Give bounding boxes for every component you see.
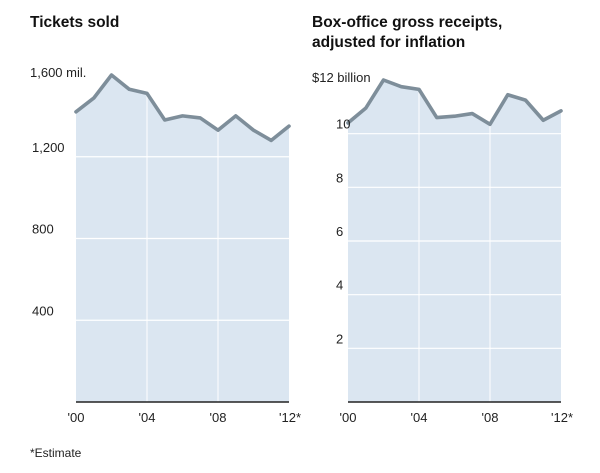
x-tick-label: '08 [482, 410, 499, 425]
x-tick-label: '04 [139, 410, 156, 425]
y-tick-label: 4 [336, 278, 343, 293]
chart-title-line: Box-office gross receipts, [312, 14, 502, 31]
y-tick-label: 800 [32, 222, 54, 237]
x-tick-label: '04 [411, 410, 428, 425]
chart-2: Box-office gross receipts, adjusted for i… [312, 14, 573, 425]
x-tick-label: '12* [279, 410, 301, 425]
x-tick-label: '12* [551, 410, 573, 425]
y-tick-label: $12 billion [312, 70, 371, 85]
y-tick-label: 1,200 [32, 140, 65, 155]
x-tick-label: '00 [340, 410, 357, 425]
chart-1: Tickets sold 400 800 1,200 1,600 mil. '00 '04 '… [30, 14, 301, 425]
y-tick-label: 400 [32, 303, 54, 318]
y-tick-label: 1,600 mil. [30, 65, 86, 80]
chart-title: Tickets sold [30, 14, 119, 31]
y-tick-label: 8 [336, 170, 343, 185]
chart-title-line: Tickets sold [30, 14, 119, 31]
x-tick-label: '08 [210, 410, 227, 425]
chart-title-line: adjusted for inflation [312, 34, 465, 51]
x-tick-label: '00 [68, 410, 85, 425]
y-tick-label: 2 [336, 331, 343, 346]
footnote: *Estimate [30, 446, 82, 460]
chart-title: Box-office gross receipts, adjusted for i… [312, 14, 502, 51]
y-tick-label: 6 [336, 224, 343, 239]
y-tick-label: 10 [336, 117, 350, 132]
